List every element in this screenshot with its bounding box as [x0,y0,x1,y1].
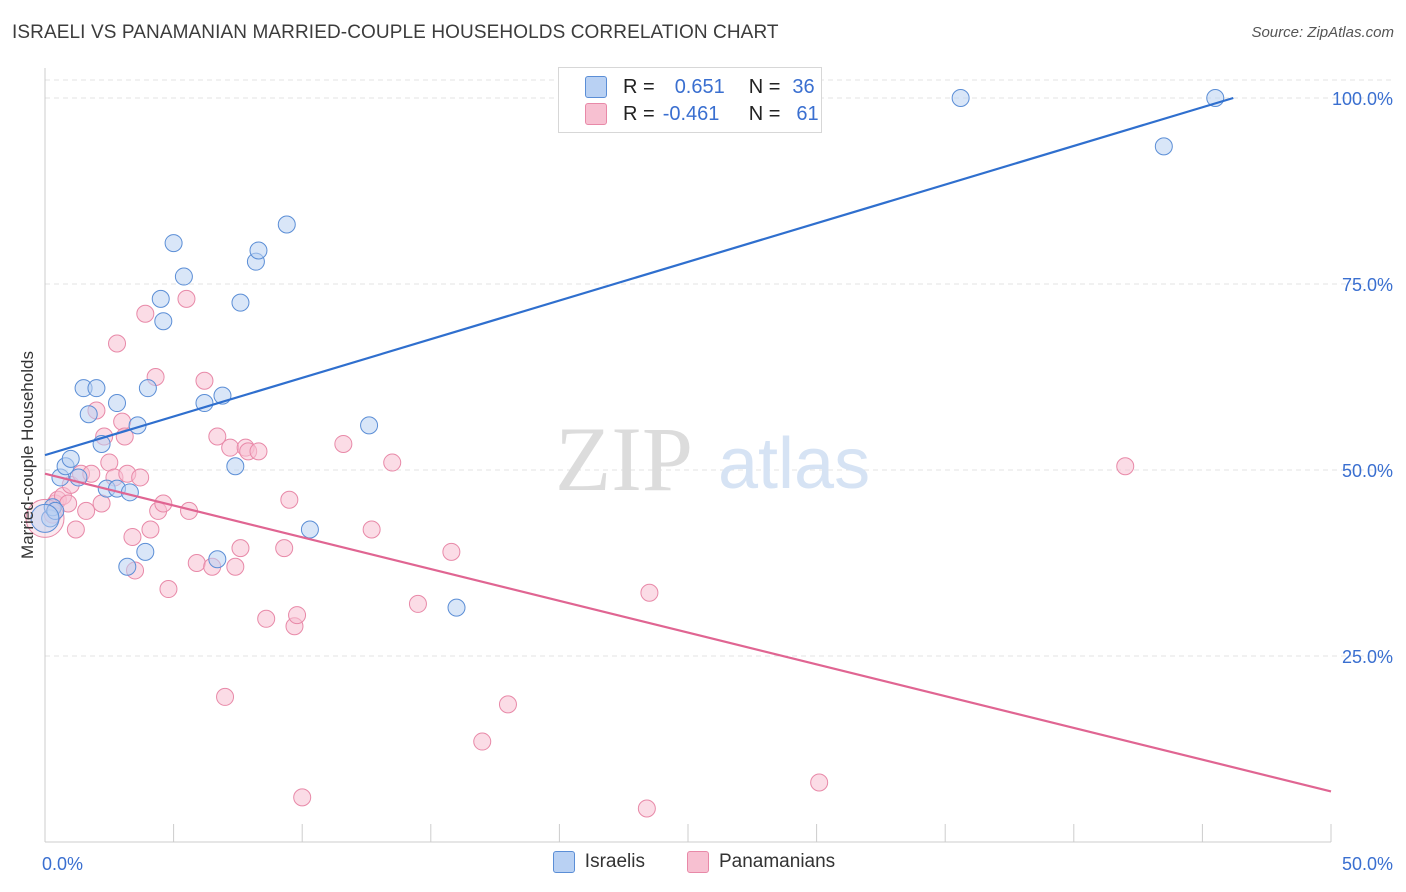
panamanians-point [1116,457,1135,476]
israelis-point-large [30,503,60,533]
legend-n-label: N = [748,75,781,98]
panamanians-point [216,687,235,706]
legend-r-value: 0.651 [674,75,725,98]
y-tick-label: 25.0% [1342,647,1393,667]
panamanians-point [136,304,155,323]
panamanians-point [66,520,85,539]
gridlines [45,79,1393,657]
israelis-series [30,89,1225,617]
y-tick-label: 50.0% [1342,461,1393,481]
panamanians-point [362,520,381,539]
legend-row-israelis: R = 0.651 N = 36 [585,74,815,100]
legend-item-panamanians: Panamanians [686,851,836,873]
israelis-point [108,394,127,413]
panamanians-point [383,453,402,472]
legend-n-value: 61 [796,102,819,125]
panamanians-point [187,554,206,572]
y-tick-label: 100.0% [1332,89,1393,109]
panamanians-point [637,799,656,818]
legend-item-israelis: Israelis [552,851,645,873]
watermark: ZIP atlas [555,408,870,510]
israelis-point [151,289,170,308]
israelis-point [249,241,268,260]
panamanians-point [280,490,299,509]
panamanians-point [810,773,829,792]
israelis-point [138,379,157,398]
panamanians-point [640,583,659,602]
panamanians-point [249,442,268,461]
panamanians-point [226,557,245,576]
panamanians-point [231,539,250,558]
panamanians-series [25,289,1135,818]
israelis-swatch [552,851,575,873]
x-tick-label: 50.0% [1342,854,1393,874]
panamanians-point [334,434,353,453]
israelis-trend-line [44,96,1234,457]
legend-row-panamanians: R = -0.461 N = 61 [585,101,819,127]
source-label: Source: ZipAtlas.com [1251,24,1394,41]
israelis-point [208,550,227,569]
panamanians-point [498,695,517,714]
panamanians-point [221,438,240,457]
israelis-point [79,405,98,424]
legend-r-label: R = [623,75,655,98]
israelis-point [61,449,80,468]
israelis-point [360,416,379,435]
israelis-label: Israelis [584,851,645,872]
legend-n-value: 36 [792,75,815,98]
y-tick-label: 75.0% [1342,275,1393,295]
legend: R = 0.651 N = 36 R = -0.461 N = 61 [558,67,822,133]
trend-lines [44,96,1332,793]
panamanians-point [473,732,492,751]
series-legend: Israelis Panamanians [0,851,1406,873]
israelis-point [226,457,245,476]
x-tick-label: 0.0% [42,854,83,874]
israelis-point [46,501,65,520]
watermark-zip: ZIP [555,408,693,510]
watermark-atlas: atlas [718,424,870,504]
panamanians-point [141,520,160,539]
panamanians-point [442,542,461,561]
legend-n-label: N = [748,102,781,125]
israelis-point [154,312,173,331]
israelis-point [118,557,137,576]
panamanians-point [257,609,276,628]
panamanians-point [113,412,132,431]
israelis-point [951,89,970,107]
israelis-point [136,542,155,561]
israelis-point [195,394,214,413]
israelis-point [1154,137,1173,156]
israelis-point [277,215,296,234]
tick-labels: 100.0% 75.0% 50.0% 25.0% 0.0% 50.0% [42,89,1393,874]
legend-r-value: -0.461 [662,102,720,125]
panamanians-swatch [686,851,709,873]
panamanians-point [108,334,127,353]
panamanians-point [195,371,214,390]
panamanians-point [288,606,307,625]
panamanians-point [177,289,196,308]
israelis-point [447,598,466,617]
panamanians-point [293,788,312,807]
panamanians-trend-line [44,472,1332,793]
panamanians-point [123,527,142,546]
panamanians-point [77,501,96,520]
israelis-point [174,267,193,286]
panamanians-point [131,468,150,487]
israelis-point [300,520,319,539]
y-axis-label: Married-couple Households [18,351,37,559]
legend-swatch-israelis [585,76,607,98]
legend-swatch-panamanians [585,103,607,125]
panamanians-point [275,539,294,558]
israelis-point [87,379,106,398]
israelis-point [231,293,250,312]
panamanians-point [408,594,427,613]
israelis-point [164,234,183,253]
panamanians-point [208,427,227,446]
legend-r-label: R = [623,102,655,125]
panamanians-label: Panamanians [718,851,836,872]
chart-title: ISRAELI VS PANAMANIAN MARRIED-COUPLE HOU… [12,22,779,43]
panamanians-point [159,580,178,599]
